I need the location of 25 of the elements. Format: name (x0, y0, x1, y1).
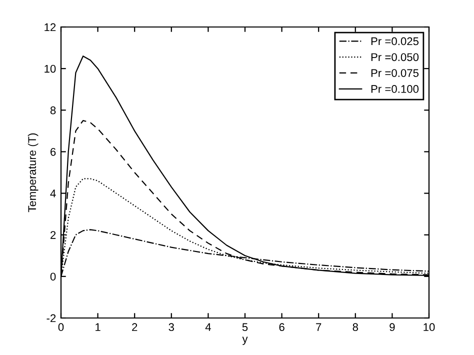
y-tick-label: 4 (50, 190, 56, 198)
y-tick-label: 8 (50, 106, 56, 114)
x-tick-label: 10 (424, 323, 435, 332)
x-tick-label: 5 (242, 323, 248, 332)
y-tick-label: 10 (44, 64, 56, 73)
y-tick-label: 6 (50, 148, 56, 156)
x-tick-label: 0 (58, 323, 64, 332)
x-tick-label: 3 (168, 323, 174, 332)
legend-label: Pr =0.100 (371, 85, 419, 93)
legend-label: Pr =0.025 (371, 37, 419, 46)
x-tick-label: 7 (316, 323, 322, 331)
x-tick-label: 4 (205, 323, 211, 331)
y-tick-label: 2 (50, 231, 56, 239)
x-tick-label: 2 (132, 323, 138, 331)
x-tick-label: 8 (352, 323, 358, 332)
y-tick-label: 12 (44, 23, 56, 32)
y-tick-label: 0 (50, 272, 56, 281)
x-tick-label: 1 (96, 323, 100, 331)
y-tick-label: -2 (46, 314, 56, 322)
y-axis-title: Temperature (T) (28, 133, 38, 212)
legend-label: Pr =0.050 (371, 53, 419, 62)
legend-label: Pr =0.075 (371, 69, 419, 77)
x-axis-title: y (242, 336, 248, 345)
x-tick-label: 9 (390, 323, 395, 332)
x-tick-label: 6 (279, 323, 284, 332)
